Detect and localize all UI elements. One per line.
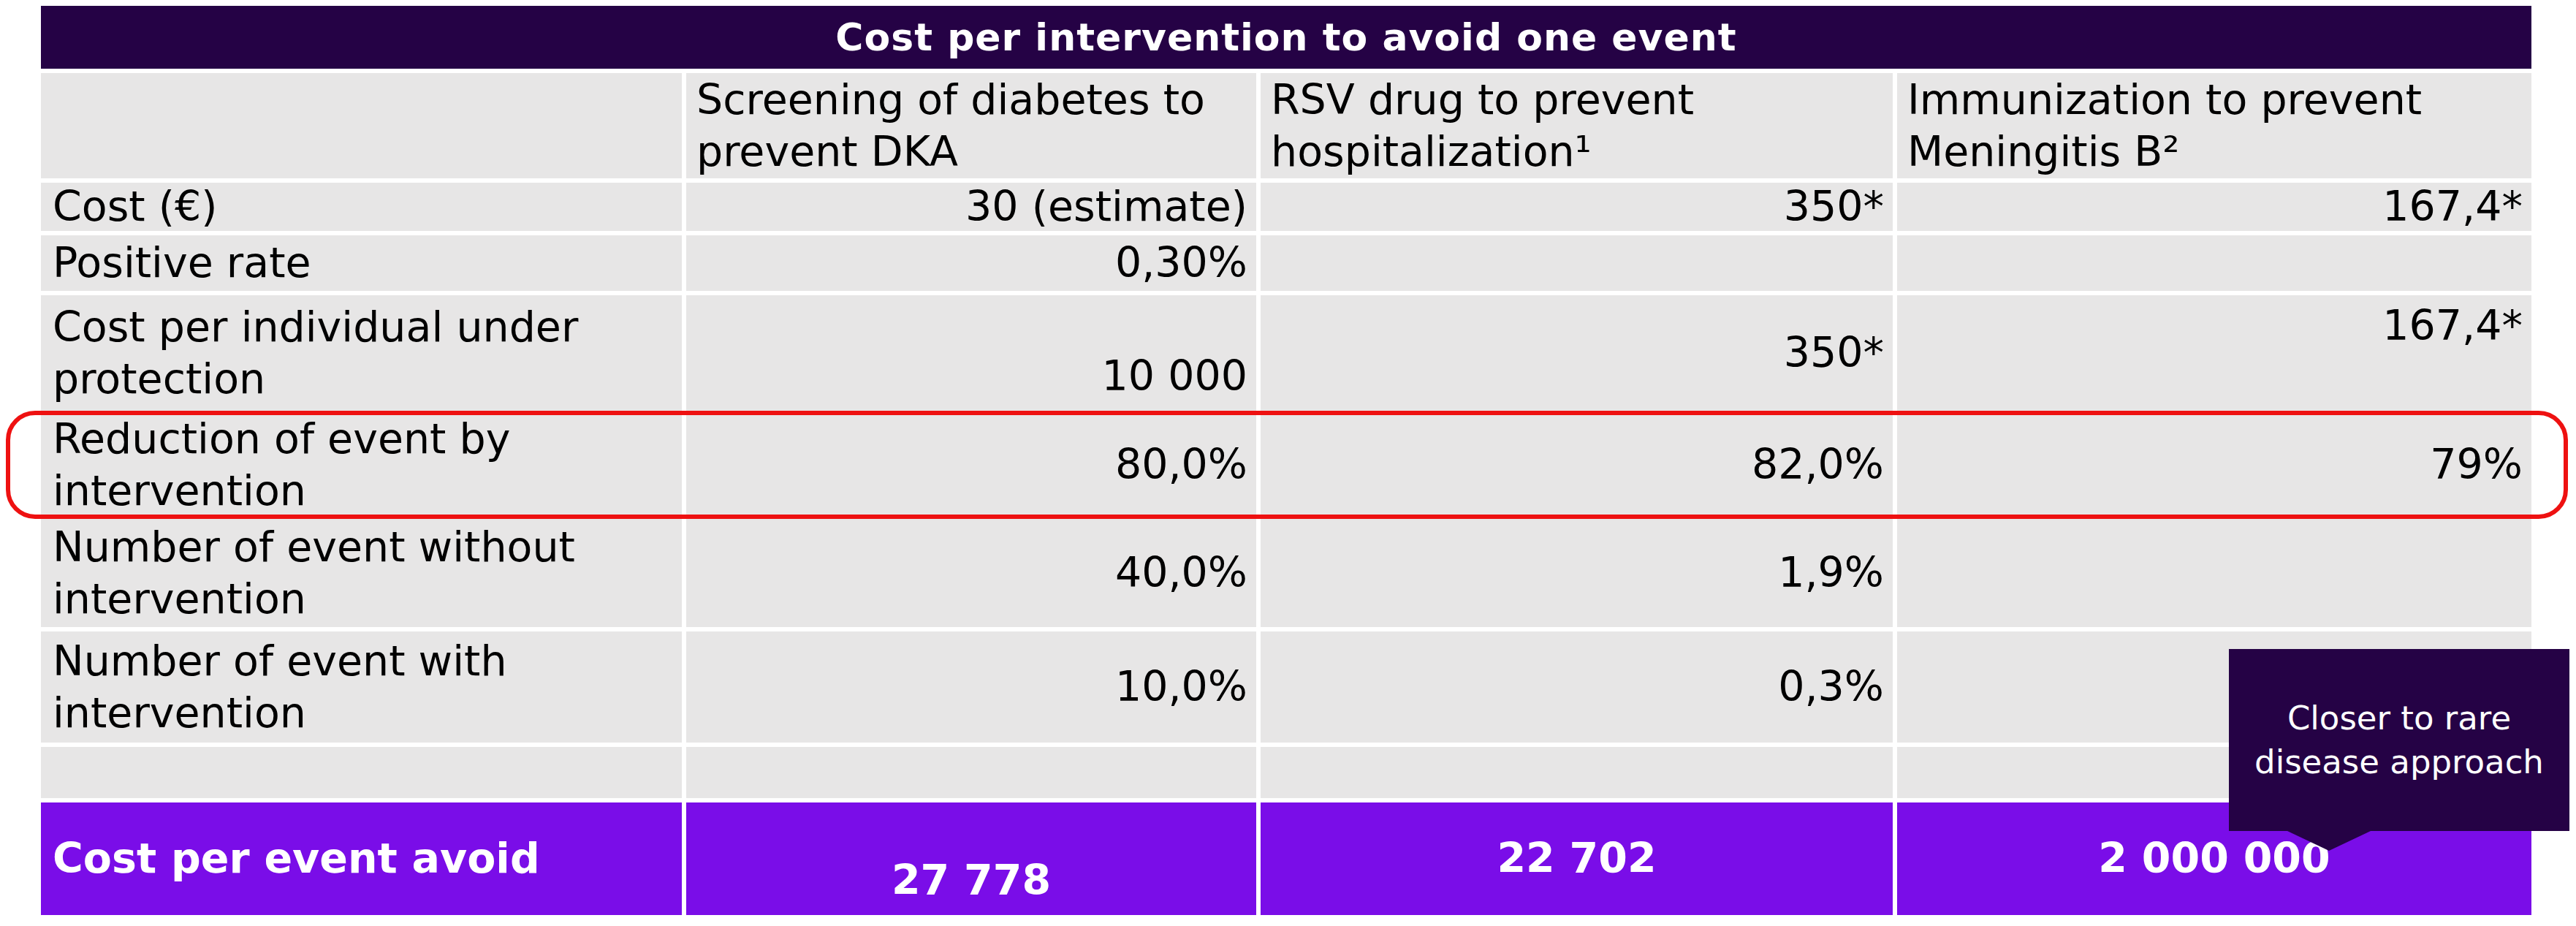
reduction-rsv-value: 82,0%: [1261, 415, 1893, 515]
cost-comparison-table: Cost per intervention to avoid one event…: [41, 6, 2531, 915]
events-without-rsv-value: 1,9%: [1261, 519, 1893, 627]
row-label-events-without: Number of event without intervention: [41, 519, 682, 627]
callout-tail: [2287, 831, 2371, 851]
cost-per-event-screening-value: 27 778: [686, 802, 1256, 915]
cost-per-individual-screening-value: 10 000: [686, 295, 1256, 411]
column-header-immunization: Immunization to prevent Meningitis B²: [1897, 73, 2531, 178]
row-label-events-with: Number of event with intervention: [41, 631, 682, 743]
header-blank-cell: [41, 73, 682, 178]
row-label-cost: Cost (€): [41, 183, 682, 231]
callout-bubble: Closer to rare disease approach: [2229, 649, 2569, 831]
cost-screening-value: 30 (estimate): [686, 183, 1256, 231]
events-without-immunization-value: [1897, 519, 2531, 627]
cost-rsv-value: 350*: [1261, 183, 1893, 231]
positive-rate-immunization-value: [1897, 235, 2531, 291]
spacer-cell: [686, 747, 1256, 798]
column-header-screening: Screening of diabetes to prevent DKA: [686, 73, 1256, 178]
row-label-reduction: Reduction of event by intervention: [41, 415, 682, 515]
table-title: Cost per intervention to avoid one event: [41, 6, 2531, 69]
events-with-rsv-value: 0,3%: [1261, 631, 1893, 743]
column-header-rsv: RSV drug to prevent hospitalization¹: [1261, 73, 1893, 178]
callout-text: Closer to rare disease approach: [2236, 697, 2562, 784]
reduction-screening-value: 80,0%: [686, 415, 1256, 515]
row-label-positive-rate: Positive rate: [41, 235, 682, 291]
reduction-immunization-value: 79%: [1897, 415, 2531, 515]
cost-per-individual-rsv-value: 350*: [1261, 295, 1893, 411]
spacer-cell: [1261, 747, 1893, 798]
spacer-cell: [41, 747, 682, 798]
cost-per-individual-immunization-value: 167,4*: [1897, 295, 2531, 411]
cost-per-event-rsv-value: 22 702: [1261, 802, 1893, 915]
footer-label-cost-per-event: Cost per event avoid: [41, 802, 682, 915]
events-without-screening-value: 40,0%: [686, 519, 1256, 627]
cost-immunization-value: 167,4*: [1897, 183, 2531, 231]
row-label-cost-per-individual: Cost per individual under protection: [41, 295, 682, 411]
positive-rate-screening-value: 0,30%: [686, 235, 1256, 291]
events-with-screening-value: 10,0%: [686, 631, 1256, 743]
positive-rate-rsv-value: [1261, 235, 1893, 291]
